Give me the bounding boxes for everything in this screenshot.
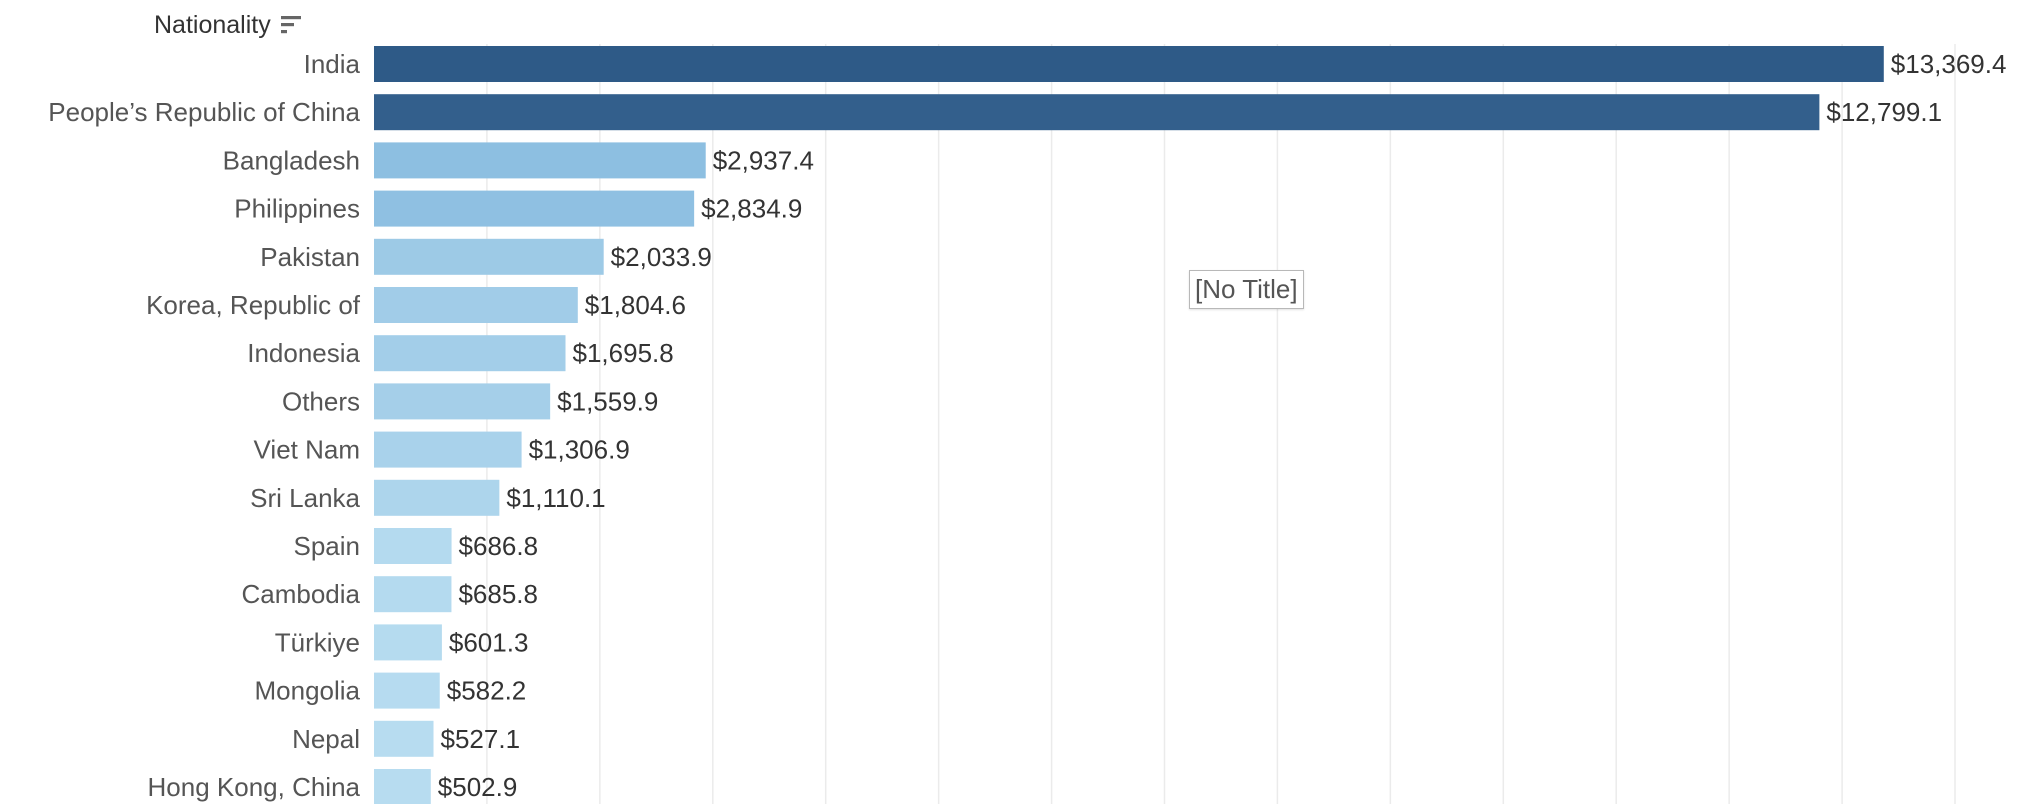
value-label: $13,369.4 (1891, 49, 2007, 79)
value-label: $582.2 (447, 676, 527, 706)
category-label[interactable]: Türkiye (275, 627, 360, 657)
category-label[interactable]: People’s Republic of China (48, 97, 360, 127)
bar[interactable] (374, 383, 551, 420)
category-label[interactable]: Cambodia (241, 579, 360, 609)
category-label[interactable]: Nepal (292, 724, 360, 754)
bar[interactable] (374, 94, 1820, 131)
value-label: $1,695.8 (573, 338, 674, 368)
category-labels: India People’s Republic of China Banglades… (48, 49, 361, 802)
bar[interactable] (374, 672, 440, 709)
bar[interactable] (374, 576, 452, 613)
category-label[interactable]: Mongolia (254, 676, 360, 706)
value-labels: $13,369.4 $12,799.1 $2,937.4 $2,834.9 $2,033… (438, 49, 2007, 802)
value-label: $1,110.1 (506, 483, 605, 513)
category-label[interactable]: Hong Kong, China (148, 772, 361, 802)
value-label: $601.3 (449, 627, 529, 657)
category-label[interactable]: Philippines (234, 194, 360, 224)
value-label: $1,306.9 (529, 435, 630, 465)
category-label[interactable]: Sri Lanka (250, 483, 360, 513)
bar[interactable] (374, 624, 442, 661)
bar[interactable] (374, 287, 578, 323)
gridlines (486, 44, 1956, 804)
bar[interactable] (374, 190, 695, 227)
category-label[interactable]: Spain (294, 531, 361, 561)
value-label: $1,559.9 (557, 386, 658, 416)
bars (374, 46, 1884, 804)
value-label: $2,834.9 (701, 194, 802, 224)
sort-descending-icon[interactable] (279, 12, 305, 38)
value-label: $12,799.1 (1826, 97, 1942, 127)
bar[interactable] (374, 431, 522, 468)
bar[interactable] (374, 769, 431, 804)
field-header-label: Nationality (154, 10, 271, 39)
value-label: $686.8 (459, 531, 539, 561)
bar[interactable] (374, 479, 500, 516)
value-label: $527.1 (441, 724, 521, 754)
category-label[interactable]: Indonesia (247, 338, 360, 368)
bar[interactable] (374, 142, 706, 179)
value-label: $502.9 (438, 772, 518, 802)
value-label: $1,804.6 (585, 290, 686, 320)
bar[interactable] (374, 238, 604, 275)
no-title-tooltip: [No Title] (1189, 270, 1304, 309)
bar[interactable] (374, 528, 452, 564)
bar[interactable] (374, 46, 1884, 82)
category-label[interactable]: Viet Nam (254, 435, 360, 465)
category-label[interactable]: Pakistan (260, 242, 360, 272)
bar[interactable] (374, 335, 566, 372)
category-label[interactable]: India (304, 49, 361, 79)
category-label[interactable]: Korea, Republic of (146, 290, 361, 320)
category-label[interactable]: Bangladesh (223, 145, 360, 175)
bar[interactable] (374, 720, 434, 757)
value-label: $2,033.9 (611, 242, 712, 272)
value-label: $685.8 (458, 579, 538, 609)
value-label: $2,937.4 (713, 145, 814, 175)
category-label[interactable]: Others (282, 386, 360, 416)
field-header: Nationality (154, 8, 305, 42)
